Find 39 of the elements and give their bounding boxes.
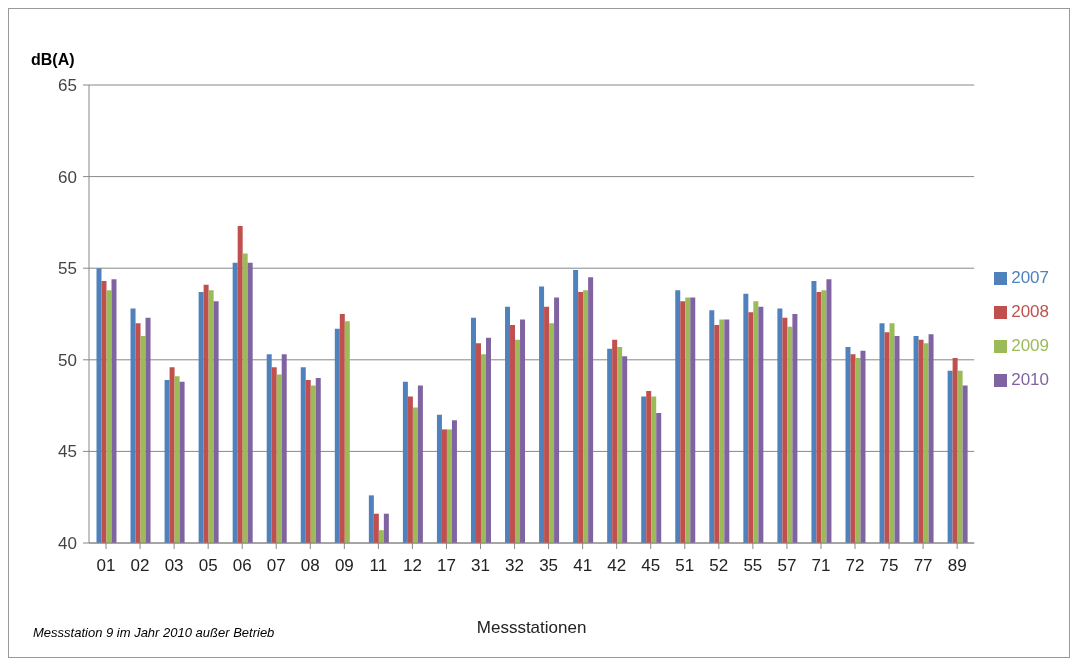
x-tick-label: 02	[130, 556, 150, 576]
x-tick-label: 55	[743, 556, 763, 576]
x-tick-label: 09	[334, 556, 354, 576]
y-axis-title: dB(A)	[31, 51, 75, 69]
x-tick-label: 03	[164, 556, 184, 576]
x-tick-label: 51	[675, 556, 695, 576]
x-tick-label: 08	[300, 556, 320, 576]
legend-label: 2009	[1011, 336, 1049, 355]
x-tick-label: 12	[402, 556, 422, 576]
y-tick-label: 65	[58, 76, 77, 96]
x-tick-label: 06	[232, 556, 252, 576]
x-tick-label: 89	[947, 556, 967, 576]
x-tick-label: 45	[641, 556, 661, 576]
x-tick-label: 57	[777, 556, 797, 576]
y-tick-label: 50	[58, 350, 77, 370]
x-tick-label: 71	[811, 556, 831, 576]
x-tick-label: 32	[505, 556, 525, 576]
x-tick-label: 07	[266, 556, 286, 576]
x-tick-label: 72	[845, 556, 865, 576]
text: Messstation 9 im Jahr 2010 außer Betrieb	[33, 625, 275, 640]
x-tick-label: 42	[607, 556, 627, 576]
x-tick-label: 31	[471, 556, 490, 576]
y-tick-label: 40	[58, 534, 77, 554]
legend-label: 2008	[1011, 302, 1049, 321]
x-tick-label: 35	[539, 556, 559, 576]
x-tick-label: 11	[369, 556, 388, 576]
x-tick-label: 77	[913, 556, 933, 576]
y-tick-label: 60	[58, 167, 77, 187]
x-tick-label: 52	[709, 556, 729, 576]
x-tick-label: 01	[96, 556, 116, 576]
legend-label: 2010	[1011, 370, 1049, 389]
y-tick-label: 55	[58, 259, 77, 279]
x-axis-title: Messstationen	[476, 618, 587, 637]
x-tick-label: 05	[198, 556, 218, 576]
x-tick-label: 41	[573, 556, 593, 576]
x-tick-label: 17	[437, 556, 456, 576]
y-tick-label: 45	[58, 442, 77, 462]
x-tick-label: 75	[879, 556, 899, 576]
legend-label: 2007	[1011, 268, 1049, 287]
